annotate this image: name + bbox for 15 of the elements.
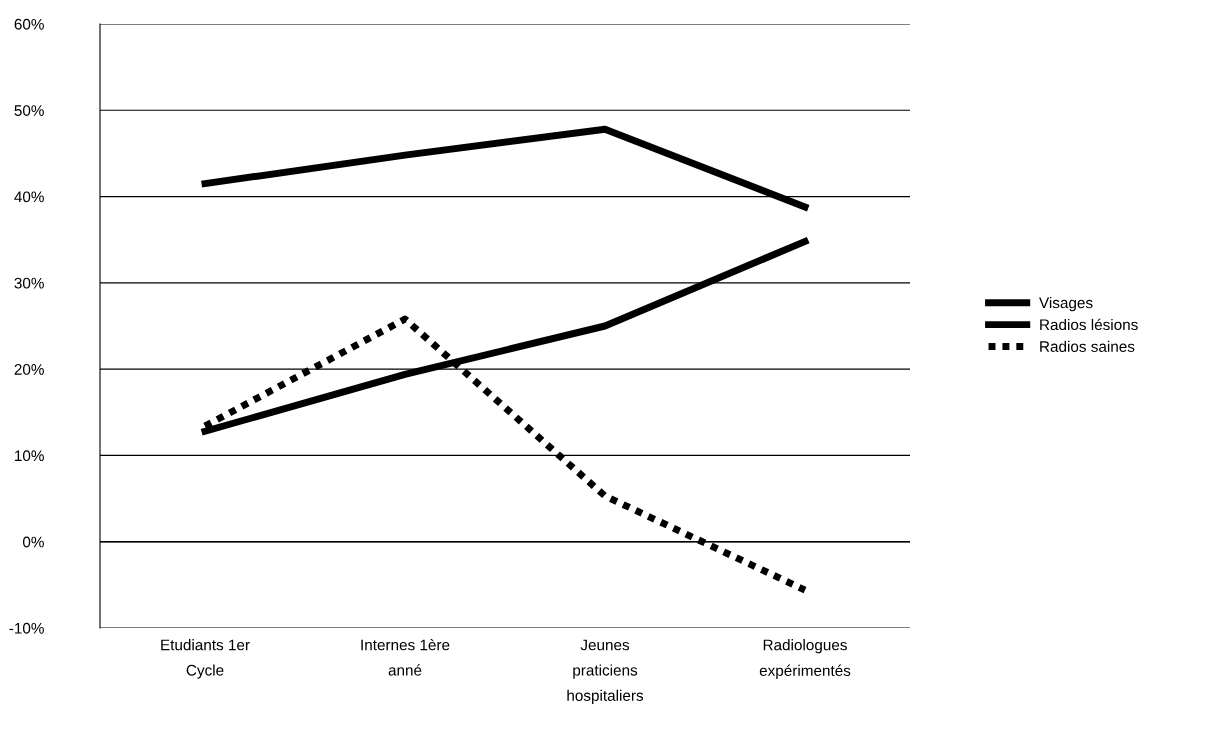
x-tick-label: Internes 1ère anné bbox=[361, 638, 450, 676]
legend-label: Visages bbox=[1039, 297, 1093, 312]
y-tick-label: 30% bbox=[14, 277, 44, 289]
y-tick-label: -10% bbox=[9, 622, 44, 634]
y-tick-label: 10% bbox=[15, 450, 44, 462]
y-tick-label: 40% bbox=[14, 191, 44, 203]
y-tick-label: 20% bbox=[14, 364, 44, 375]
x-tick-label: Etudiants 1er Cycle bbox=[161, 639, 250, 679]
legend-label: Radios lésions bbox=[1040, 318, 1138, 331]
x-tick-label: Radiologues expérimentés bbox=[759, 639, 851, 680]
y-tick-label: 0% bbox=[22, 536, 44, 548]
y-tick-label: 60% bbox=[14, 18, 44, 30]
x-tick-label: Jeunes praticiens hospitaliers bbox=[567, 639, 644, 704]
legend-label: Radios saines bbox=[1040, 340, 1135, 352]
y-tick-label: 50% bbox=[14, 105, 44, 116]
